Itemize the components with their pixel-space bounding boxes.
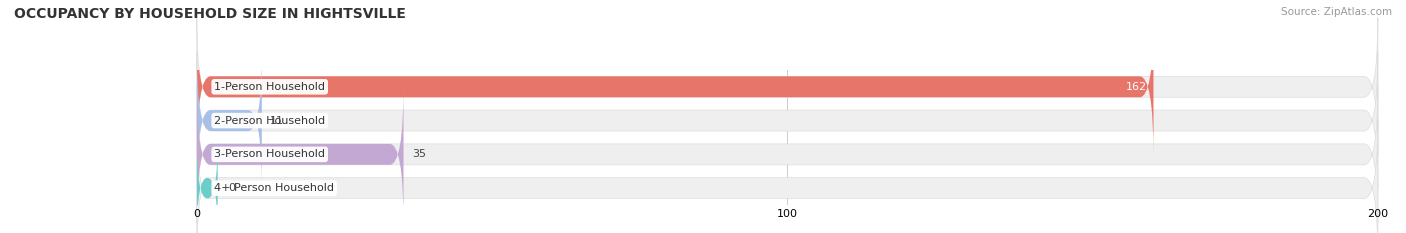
FancyBboxPatch shape bbox=[197, 119, 1378, 233]
Text: OCCUPANCY BY HOUSEHOLD SIZE IN HIGHTSVILLE: OCCUPANCY BY HOUSEHOLD SIZE IN HIGHTSVIL… bbox=[14, 7, 406, 21]
Text: 3-Person Household: 3-Person Household bbox=[214, 149, 325, 159]
FancyBboxPatch shape bbox=[197, 51, 262, 190]
FancyBboxPatch shape bbox=[197, 18, 1378, 156]
Text: 11: 11 bbox=[270, 116, 284, 126]
Text: 162: 162 bbox=[1125, 82, 1146, 92]
FancyBboxPatch shape bbox=[197, 85, 1378, 223]
FancyBboxPatch shape bbox=[197, 51, 1378, 190]
Text: Source: ZipAtlas.com: Source: ZipAtlas.com bbox=[1281, 7, 1392, 17]
Text: 0: 0 bbox=[228, 183, 235, 193]
Text: 1-Person Household: 1-Person Household bbox=[214, 82, 325, 92]
FancyBboxPatch shape bbox=[197, 139, 218, 233]
Text: 35: 35 bbox=[412, 149, 426, 159]
FancyBboxPatch shape bbox=[197, 85, 404, 223]
Text: 4+ Person Household: 4+ Person Household bbox=[214, 183, 335, 193]
FancyBboxPatch shape bbox=[197, 18, 1153, 156]
Text: 2-Person Household: 2-Person Household bbox=[214, 116, 325, 126]
